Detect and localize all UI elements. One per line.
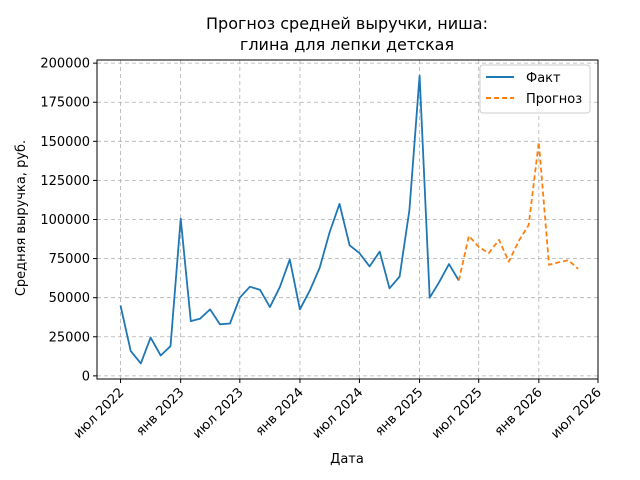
y-tick-label: 100000 [40, 213, 90, 228]
data-point [518, 240, 520, 242]
data-point [458, 280, 460, 282]
data-point [269, 306, 271, 308]
data-point [448, 263, 450, 265]
data-point [130, 350, 132, 352]
data-point [399, 276, 401, 278]
data-point [289, 258, 291, 260]
x-tick-label: янв 2025 [373, 385, 427, 439]
data-point [498, 239, 500, 241]
data-point [349, 244, 351, 246]
data-point [160, 355, 162, 357]
y-tick-label: 75000 [49, 252, 90, 267]
data-point [488, 252, 490, 254]
data-point [140, 362, 142, 364]
data-point [557, 262, 559, 264]
x-tick-label: июл 2025 [429, 385, 486, 442]
y-tick-label: 125000 [40, 174, 90, 189]
y-tick-label: 150000 [40, 135, 90, 150]
x-tick-label: янв 2026 [492, 385, 546, 439]
data-point [528, 224, 530, 226]
chart-title-line-1: Прогноз средней выручки, ниша: [206, 14, 488, 33]
data-point [478, 246, 480, 248]
data-point [199, 318, 201, 320]
data-point [279, 286, 281, 288]
data-point [358, 252, 360, 254]
data-point [120, 305, 122, 307]
y-tick-label: 25000 [49, 330, 90, 345]
data-point [180, 218, 182, 220]
data-point [309, 289, 311, 291]
series-line-forecast [457, 141, 579, 281]
series-layer [119, 74, 579, 365]
data-point [468, 235, 470, 237]
data-point [538, 141, 540, 143]
chart-title-line-2: глина для лепки детская [240, 35, 454, 54]
series-line-fact [119, 74, 460, 365]
y-tick-label: 175000 [40, 96, 90, 111]
data-point [369, 265, 371, 267]
x-tick-label: июл 2023 [190, 385, 247, 442]
data-point [249, 286, 251, 288]
data-point [170, 345, 172, 347]
x-tick-label: янв 2023 [134, 385, 188, 439]
data-point [508, 261, 510, 263]
data-point [389, 287, 391, 289]
legend-label-forecast: Прогноз [526, 92, 582, 107]
y-tick-label: 50000 [49, 291, 90, 306]
data-point [379, 251, 381, 253]
data-point [438, 282, 440, 284]
data-point [229, 323, 231, 325]
x-tick-label: июл 2024 [310, 385, 367, 442]
x-tick-label: июл 2022 [71, 385, 128, 442]
data-point [209, 308, 211, 310]
data-point [150, 337, 152, 339]
data-point [319, 267, 321, 269]
legend: Факт Прогноз [479, 64, 591, 114]
data-point [548, 264, 550, 266]
data-point [429, 297, 431, 299]
data-point [577, 268, 579, 270]
y-tick-label: 200000 [40, 57, 90, 72]
data-point [419, 75, 421, 77]
data-point [219, 323, 221, 325]
data-point [239, 297, 241, 299]
ticks: 0 25000 50000 75000 100000 125000 150000 175000… [40, 57, 604, 442]
legend-label-fact: Факт [526, 71, 561, 86]
data-point [259, 289, 261, 291]
data-point [329, 231, 331, 233]
x-axis-label: Дата [330, 452, 364, 467]
data-point [299, 308, 301, 310]
data-point [408, 209, 410, 211]
y-tick-label: 0 [82, 369, 90, 384]
data-point [339, 203, 341, 205]
data-point [190, 320, 192, 322]
data-point [567, 259, 569, 261]
y-axis-label: Средняя выручка, руб. [14, 140, 29, 296]
x-tick-label: янв 2024 [253, 385, 307, 439]
x-tick-label: июл 2026 [548, 385, 605, 442]
